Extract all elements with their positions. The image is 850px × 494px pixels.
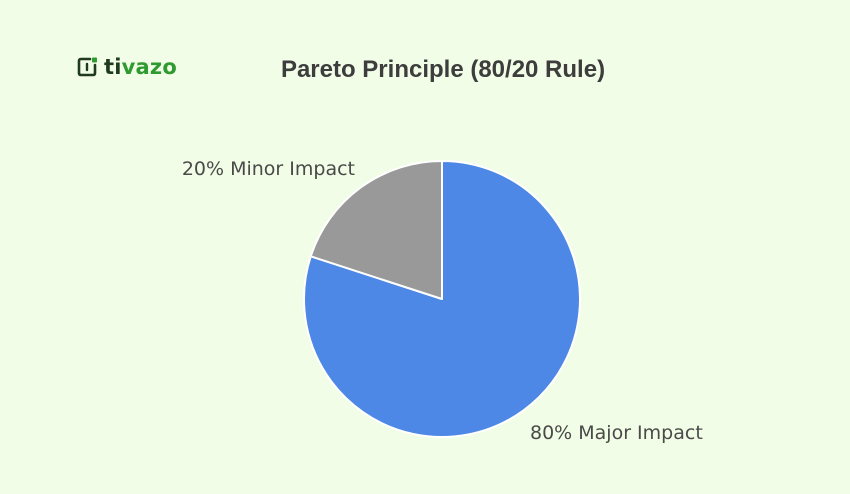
slice-label-major-impact: 80% Major Impact bbox=[530, 422, 703, 444]
logo-icon bbox=[77, 57, 97, 77]
slice-label-minor-impact: 20% Minor Impact bbox=[182, 158, 355, 180]
chart-title: Pareto Principle (80/20 Rule) bbox=[280, 56, 606, 83]
brand-name-prefix: ti bbox=[104, 54, 122, 79]
pie-slice-minor-impact bbox=[309, 160, 443, 300]
brand-name: tivazo bbox=[104, 54, 177, 79]
brand-logo: tivazo bbox=[76, 56, 177, 78]
brand-name-suffix: vazo bbox=[121, 54, 177, 79]
